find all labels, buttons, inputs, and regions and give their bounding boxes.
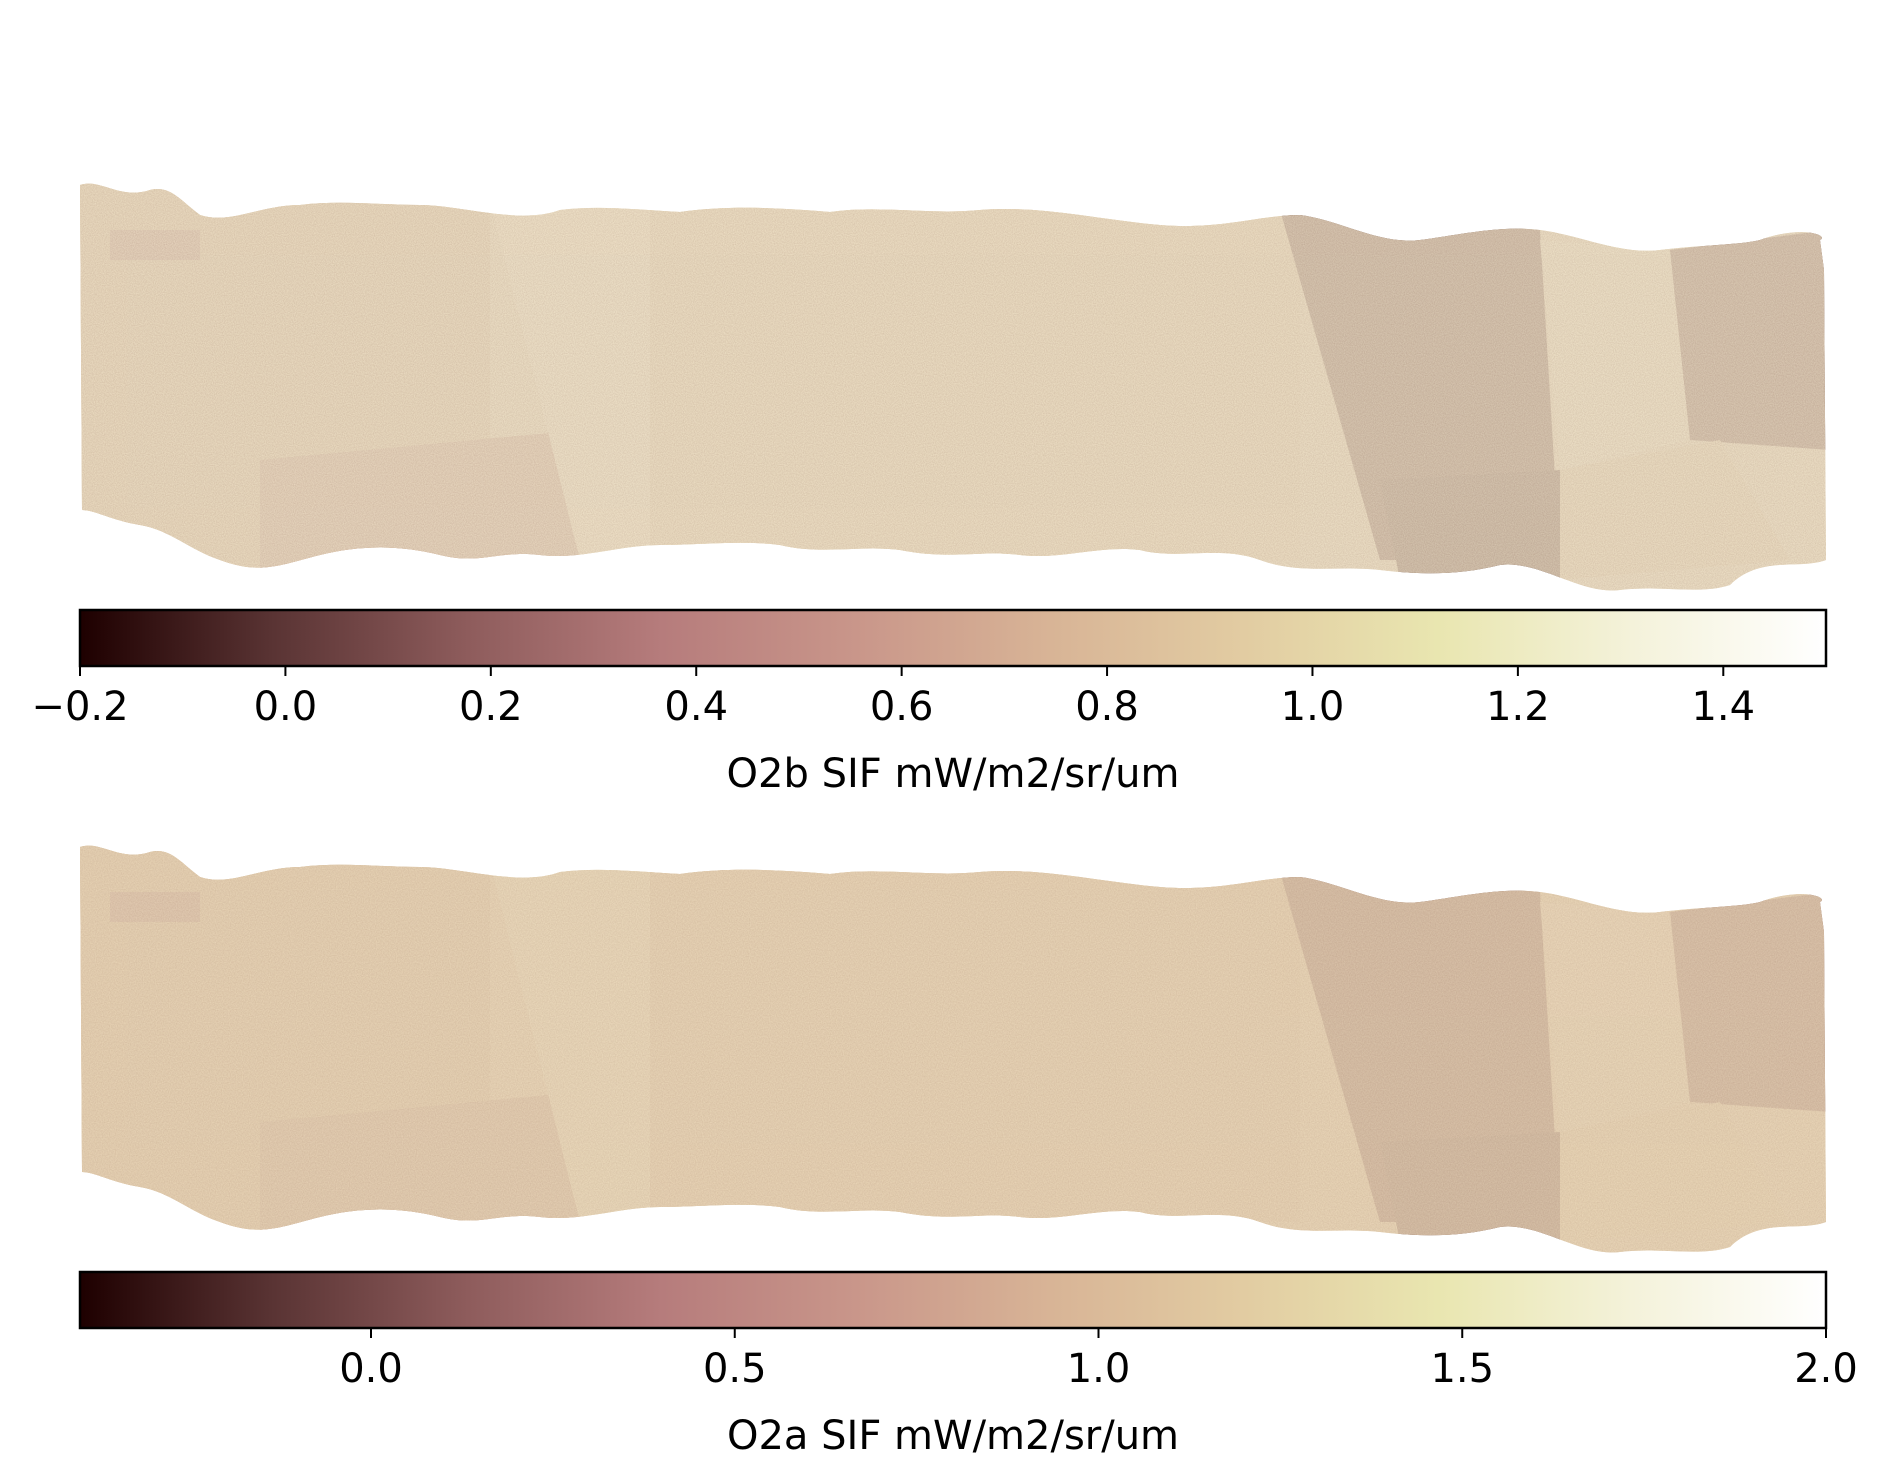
o2a-colorbar-frame: [78, 1270, 1828, 1330]
o2a-colorbar-ticks: 0.0 0.5 1.0 1.5 2.0: [339, 1328, 1858, 1392]
o2b-colorbar-gradient: [80, 610, 1826, 666]
o2a-tick-label: 0.5: [703, 1346, 767, 1392]
o2a-colorbar: 0.0 0.5 1.0 1.5 2.0 O2a SIF mW/m2/sr/um: [78, 1270, 1858, 1459]
o2b-tick-label: 0.4: [664, 684, 728, 730]
o2b-colorbar: −0.2 0.0 0.2 0.4 0.6 0.8 1.0 1.2 1.4 O2b SIF mW/…: [31, 608, 1828, 797]
o2a-tick-label: 0.0: [339, 1346, 403, 1392]
o2b-tick-label: −0.2: [31, 684, 128, 730]
o2b-colorbar-frame: [78, 608, 1828, 668]
o2a-sif-map: [80, 845, 1826, 1253]
o2b-tick-label: 0.2: [459, 684, 523, 730]
o2b-tick-label: 1.4: [1691, 684, 1755, 730]
o2b-colorbar-label: O2b SIF mW/m2/sr/um: [727, 751, 1180, 797]
o2b-tick-label: 0.6: [870, 684, 934, 730]
o2b-colorbar-ticks: −0.2 0.0 0.2 0.4 0.6 0.8 1.0 1.2 1.4: [31, 666, 1755, 730]
o2a-tick-label: 1.0: [1067, 1346, 1131, 1392]
o2a-colorbar-gradient: [80, 1272, 1826, 1328]
o2b-tick-label: 0.8: [1075, 684, 1139, 730]
o2a-colorbar-label: O2a SIF mW/m2/sr/um: [727, 1413, 1179, 1459]
o2a-tick-label: 1.5: [1430, 1346, 1494, 1392]
o2b-tick-label: 0.0: [254, 684, 318, 730]
o2b-tick-label: 1.2: [1486, 684, 1550, 730]
o2a-tick-label: 2.0: [1794, 1346, 1858, 1392]
o2b-tick-label: 1.0: [1281, 684, 1345, 730]
o2b-sif-map: [80, 183, 1826, 591]
